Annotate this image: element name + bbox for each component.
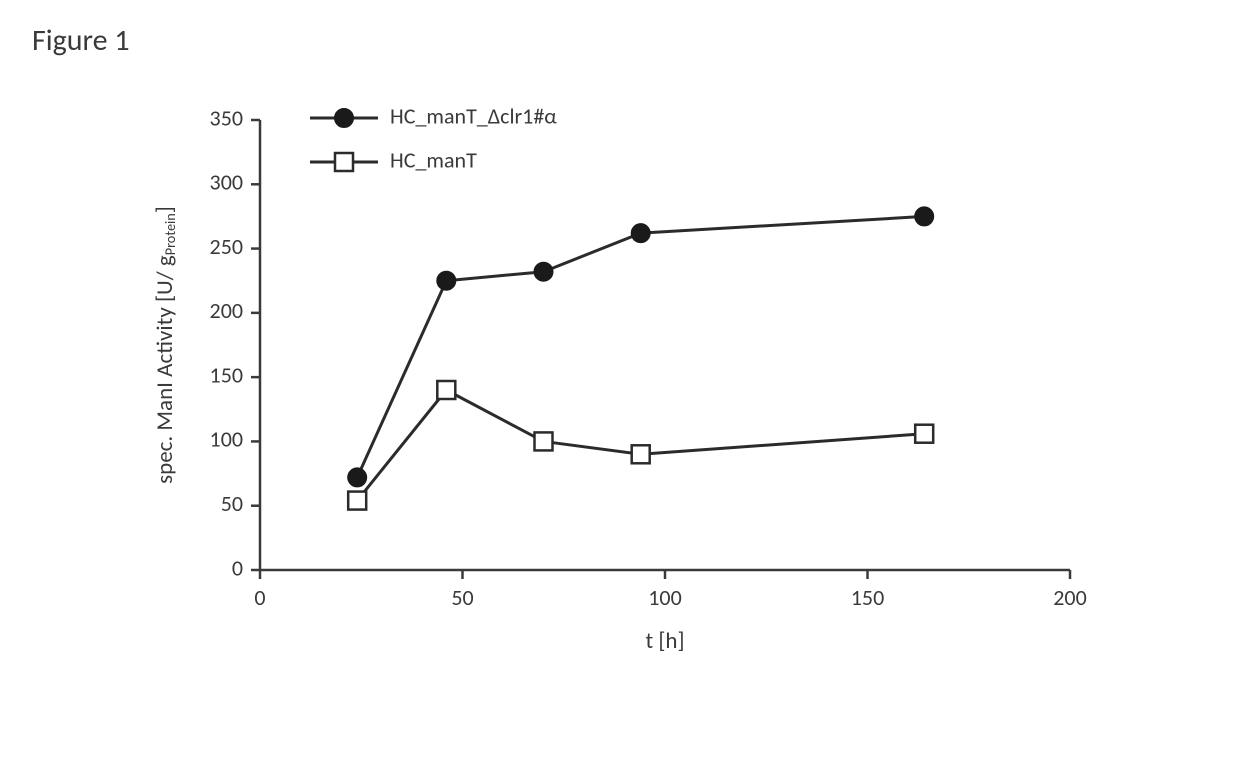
x-tick-label: 100	[648, 584, 681, 611]
x-tick-label: 0	[254, 584, 265, 611]
series-marker-hc_manT	[915, 425, 933, 443]
y-tick-label: 100	[210, 426, 243, 453]
y-tick-label: 350	[210, 104, 243, 131]
figure-title: Figure 1	[32, 22, 130, 59]
line-chart: 0 50 100 150 200 250 300 350 0 50 100 150 200 t [h] sp…	[140, 100, 1100, 660]
series-marker-hc_manT	[632, 445, 650, 463]
x-tick-label: 150	[851, 584, 884, 611]
legend-marker-hc_manT_dclr1_a	[335, 109, 353, 127]
series-marker-hc_manT_dclr1_a	[915, 207, 933, 225]
y-axis-title: spec. ManI Activity [U/ gProtein]	[151, 206, 179, 484]
y-tick-label: 250	[210, 233, 243, 260]
x-tick-label: 200	[1053, 584, 1086, 611]
x-axis-title: t [h]	[645, 627, 684, 655]
series-marker-hc_manT_dclr1_a	[632, 224, 650, 242]
y-tick-label: 200	[210, 297, 243, 324]
legend-label-hc_manT: HC_manT	[390, 146, 477, 173]
series-marker-hc_manT_dclr1_a	[348, 468, 366, 486]
y-tick-label: 50	[221, 490, 243, 517]
legend-label-hc_manT_dclr1_a: HC_manT_Δclr1#α	[390, 102, 557, 129]
y-tick-label: 300	[210, 169, 243, 196]
chart-container: 0 50 100 150 200 250 300 350 0 50 100 150 200 t [h] sp…	[140, 100, 1100, 660]
series-line-hc_manT_dclr1_a	[357, 216, 924, 477]
series-marker-hc_manT_dclr1_a	[437, 272, 455, 290]
legend-marker-hc_manT	[335, 153, 353, 171]
series-marker-hc_manT	[535, 432, 553, 450]
y-tick-label: 150	[210, 361, 243, 388]
series-marker-hc_manT	[348, 492, 366, 510]
y-tick-label: 0	[232, 554, 243, 581]
x-tick-label: 50	[451, 584, 473, 611]
series-marker-hc_manT_dclr1_a	[535, 263, 553, 281]
series-marker-hc_manT	[437, 381, 455, 399]
